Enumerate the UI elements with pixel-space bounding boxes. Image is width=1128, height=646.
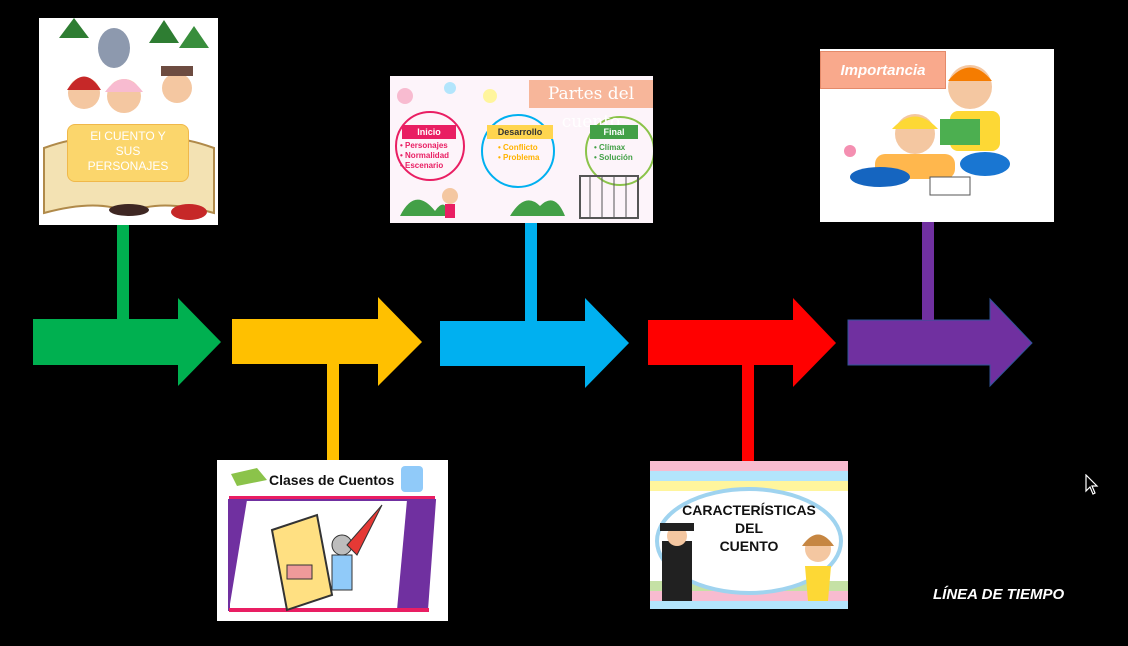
- arrow-purple: [847, 297, 1033, 388]
- mouse-cursor-icon: [1085, 474, 1099, 495]
- tag-desarrollo: Desarrollo: [487, 125, 553, 139]
- card-importancia: Importancia: [820, 49, 1054, 222]
- stem-blue: [525, 222, 537, 321]
- card-partes: Partes del cuento Inicio • Personajes • …: [390, 76, 653, 223]
- tag-final: Final: [590, 125, 638, 139]
- card-caracteristicas: CARACTERÍSTICAS DEL CUENTO: [650, 461, 848, 609]
- stem-green: [117, 225, 129, 320]
- partes-illustration: [395, 82, 653, 219]
- clases-title: Clases de Cuentos: [269, 472, 395, 488]
- stem-red: [742, 365, 754, 462]
- partes-title: Partes del cuento: [529, 80, 653, 132]
- arrow-blue: [440, 298, 629, 388]
- stem-purple: [922, 222, 934, 320]
- caracteristicas-illustration: [650, 461, 848, 609]
- tag-inicio: Inicio: [402, 125, 456, 139]
- clases-illustration: [228, 466, 437, 612]
- list-final: • Clímax • Solución: [594, 143, 633, 162]
- timeline-footer: LÍNEA DE TIEMPO: [933, 586, 1065, 603]
- card-personajes: El CUENTO Y SUS PERSONAJES: [39, 18, 218, 225]
- importancia-illustration: [844, 65, 1010, 196]
- importancia-title: Importancia: [820, 51, 946, 89]
- card-clases: Clases de Cuentos: [217, 460, 448, 621]
- list-inicio: • Personajes • Normalidad • Escenario: [400, 141, 450, 170]
- arrow-yellow: [232, 297, 422, 386]
- arrow-green: [33, 298, 221, 386]
- storybook-illustration: [43, 18, 215, 220]
- arrow-red: [648, 298, 836, 387]
- stem-yellow: [327, 364, 339, 461]
- personajes-label: El CUENTO Y SUS PERSONAJES: [67, 124, 189, 182]
- list-desarrollo: • Conflicto • Problema: [498, 143, 540, 162]
- caracteristicas-title: CARACTERÍSTICAS DEL CUENTO: [682, 502, 816, 554]
